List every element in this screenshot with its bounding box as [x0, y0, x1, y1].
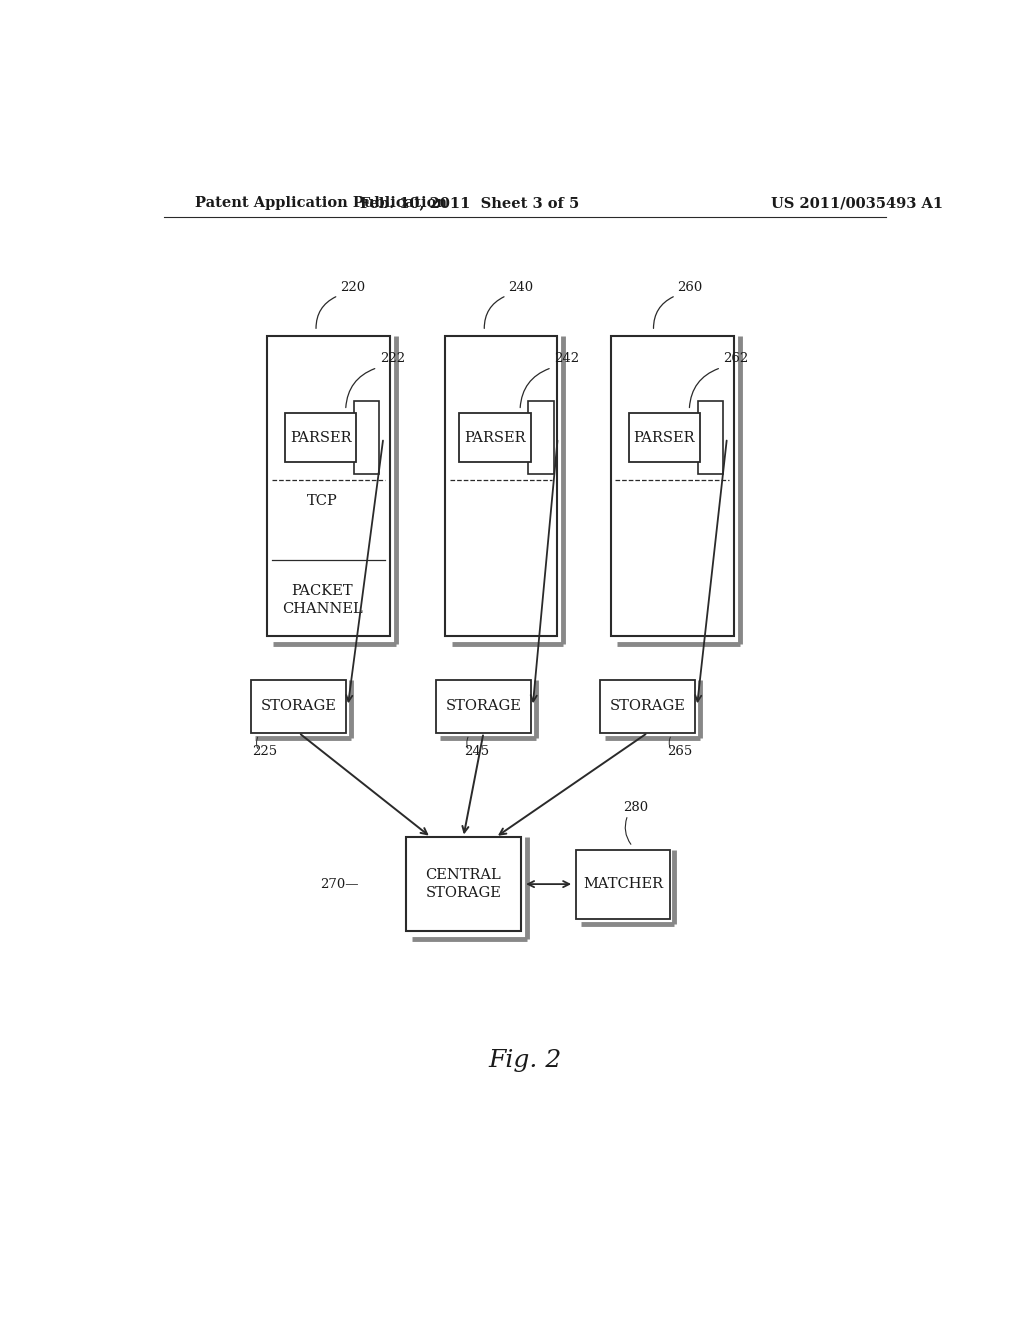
Text: 240: 240 [508, 281, 534, 293]
Text: Patent Application Publication: Patent Application Publication [196, 197, 447, 210]
Text: 265: 265 [667, 744, 692, 758]
Bar [600, 680, 695, 733]
Text: STORAGE: STORAGE [610, 700, 686, 713]
Text: 220: 220 [340, 281, 365, 293]
Text: 245: 245 [465, 744, 489, 758]
Text: TCP: TCP [307, 494, 338, 508]
Text: PARSER: PARSER [464, 430, 525, 445]
Bar [436, 680, 531, 733]
Text: 225: 225 [253, 744, 278, 758]
Text: Feb. 10, 2011  Sheet 3 of 5: Feb. 10, 2011 Sheet 3 of 5 [359, 197, 579, 210]
Text: PARSER: PARSER [634, 430, 695, 445]
Bar [460, 413, 530, 462]
Text: MATCHER: MATCHER [584, 876, 664, 891]
Text: 260: 260 [677, 281, 702, 293]
Bar [406, 837, 521, 931]
Bar [445, 337, 557, 636]
Text: US 2011/0035493 A1: US 2011/0035493 A1 [771, 197, 943, 210]
Bar [354, 401, 379, 474]
Bar [528, 401, 554, 474]
Text: STORAGE: STORAGE [445, 700, 521, 713]
Text: 262: 262 [723, 351, 749, 364]
Text: 222: 222 [380, 351, 404, 364]
Text: PACKET
CHANNEL: PACKET CHANNEL [282, 583, 362, 616]
Text: 270—: 270— [319, 878, 358, 891]
Bar [267, 337, 390, 636]
Text: CENTRAL
STORAGE: CENTRAL STORAGE [425, 869, 501, 900]
Bar [577, 850, 670, 919]
Bar [610, 337, 733, 636]
Bar [629, 413, 700, 462]
Bar [285, 413, 356, 462]
Bar [697, 401, 723, 474]
Text: 280: 280 [624, 801, 648, 814]
Text: PARSER: PARSER [290, 430, 351, 445]
Text: Fig. 2: Fig. 2 [488, 1049, 561, 1072]
Text: 242: 242 [554, 351, 580, 364]
Text: STORAGE: STORAGE [261, 700, 337, 713]
Bar [251, 680, 346, 733]
